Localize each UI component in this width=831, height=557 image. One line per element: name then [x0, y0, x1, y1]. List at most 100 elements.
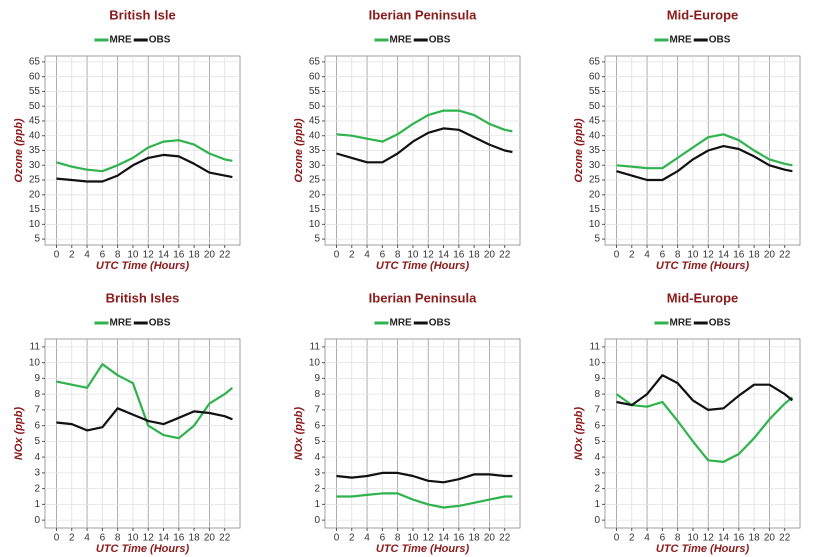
x-axis-label: UTC Time (Hours)	[376, 260, 470, 272]
y-tick-label: 7	[594, 405, 600, 416]
x-tick-label: 0	[54, 250, 60, 261]
x-tick-label: 2	[629, 533, 635, 544]
y-tick-label: 40	[309, 130, 321, 141]
y-tick-label: 10	[29, 357, 41, 368]
legend-label: OBS	[429, 35, 451, 46]
y-axis-label: Ozone (ppb)	[573, 118, 585, 182]
x-tick-label: 10	[407, 250, 419, 261]
series-line	[616, 374, 794, 411]
series-line	[616, 133, 793, 170]
panel-title: Iberian Peninsula	[369, 7, 477, 22]
y-tick-label: 25	[29, 175, 41, 186]
y-axis-label: Ozone (ppb)	[13, 118, 25, 182]
x-tick-label: 18	[749, 250, 761, 261]
y-tick-label: 55	[309, 86, 321, 97]
y-tick-label: 5	[594, 234, 600, 245]
y-tick-label: 0	[594, 515, 600, 526]
x-tick-label: 4	[84, 533, 90, 544]
series-line	[56, 407, 233, 432]
series-line	[56, 153, 233, 183]
plot-background	[604, 338, 801, 529]
y-tick-label: 2	[594, 483, 600, 494]
y-tick-label: 10	[29, 219, 41, 230]
legend-label: MRE	[390, 35, 413, 46]
y-tick-label: 60	[29, 71, 41, 82]
x-tick-label: 10	[127, 533, 139, 544]
x-tick-label: 16	[173, 250, 185, 261]
x-tick-label: 2	[349, 533, 355, 544]
x-tick-label: 10	[407, 533, 419, 544]
series-line	[336, 127, 513, 164]
y-tick-label: 45	[29, 116, 41, 127]
x-tick-label: 0	[334, 533, 340, 544]
legend-label: MRE	[110, 35, 133, 46]
x-tick-label: 4	[644, 533, 650, 544]
y-tick-label: 65	[29, 57, 41, 68]
legend-label: OBS	[709, 318, 731, 329]
x-tick-label: 14	[158, 250, 170, 261]
x-tick-label: 6	[660, 533, 666, 544]
y-tick-label: 9	[314, 373, 320, 384]
y-tick-label: 4	[314, 452, 320, 463]
legend-label: OBS	[149, 318, 171, 329]
x-tick-label: 4	[644, 250, 650, 261]
y-tick-label: 11	[30, 342, 41, 353]
x-tick-label: 20	[484, 250, 496, 261]
x-axis-label: UTC Time (Hours)	[376, 543, 470, 555]
x-tick-label: 18	[469, 533, 481, 544]
series-line	[336, 109, 513, 143]
x-tick-label: 22	[499, 533, 511, 544]
x-tick-label: 22	[779, 533, 791, 544]
y-tick-label: 3	[594, 468, 600, 479]
y-tick-label: 30	[29, 160, 41, 171]
x-tick-label: 0	[614, 250, 620, 261]
x-tick-label: 2	[629, 250, 635, 261]
x-tick-label: 10	[687, 533, 699, 544]
y-tick-label: 1	[314, 499, 320, 510]
y-tick-label: 55	[589, 86, 601, 97]
y-tick-label: 55	[29, 86, 41, 97]
y-tick-label: 15	[309, 204, 321, 215]
x-tick-label: 14	[438, 250, 450, 261]
x-tick-label: 4	[364, 250, 370, 261]
x-tick-label: 22	[219, 250, 231, 261]
x-tick-label: 2	[69, 533, 75, 544]
y-tick-label: 30	[589, 160, 601, 171]
y-tick-label: 50	[589, 101, 601, 112]
x-tick-label: 12	[143, 250, 155, 261]
x-tick-label: 12	[423, 250, 435, 261]
legend-label: MRE	[110, 318, 133, 329]
y-tick-label: 5	[34, 234, 40, 245]
x-tick-label: 20	[484, 533, 496, 544]
x-tick-label: 14	[158, 533, 170, 544]
y-tick-label: 50	[309, 101, 321, 112]
y-tick-label: 5	[314, 234, 320, 245]
x-tick-label: 16	[733, 533, 745, 544]
x-tick-label: 8	[675, 250, 681, 261]
x-tick-label: 12	[703, 250, 715, 261]
y-tick-label: 4	[34, 452, 40, 463]
x-tick-label: 18	[189, 250, 201, 261]
y-tick-label: 20	[589, 189, 601, 200]
y-axis-label: Ozone (ppb)	[293, 118, 305, 182]
x-tick-label: 22	[779, 250, 791, 261]
y-tick-label: 0	[34, 515, 40, 526]
y-tick-label: 1	[34, 499, 40, 510]
y-tick-label: 10	[589, 219, 601, 230]
y-tick-label: 8	[314, 389, 320, 400]
x-tick-label: 22	[219, 533, 231, 544]
x-axis-label: UTC Time (Hours)	[656, 260, 750, 272]
x-tick-label: 10	[127, 250, 139, 261]
x-axis-label: UTC Time (Hours)	[656, 543, 750, 555]
y-tick-label: 65	[309, 57, 321, 68]
y-tick-label: 6	[594, 420, 600, 431]
y-tick-label: 3	[314, 468, 320, 479]
x-tick-label: 18	[749, 533, 761, 544]
panel-title: Iberian Peninsula	[369, 290, 477, 305]
y-axis-label: NOx (ppb)	[13, 407, 25, 460]
y-tick-label: 9	[34, 373, 40, 384]
legend-label: OBS	[709, 35, 731, 46]
x-tick-label: 4	[364, 533, 370, 544]
x-tick-label: 20	[204, 533, 216, 544]
y-tick-label: 30	[309, 160, 321, 171]
